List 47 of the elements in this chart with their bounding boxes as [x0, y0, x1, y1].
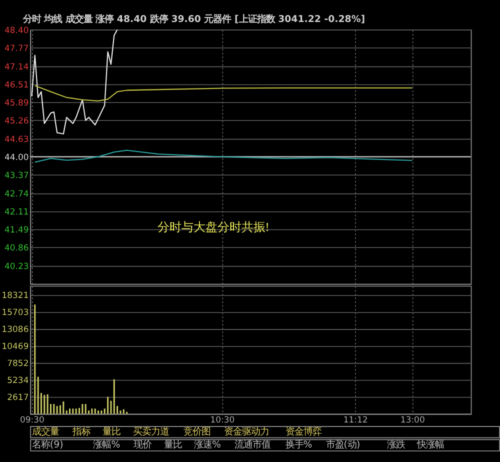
text: 换手% — [285, 440, 312, 451]
text: 涨幅% — [93, 440, 120, 451]
text: 成交量 — [32, 426, 60, 438]
text: 流通市值 — [234, 440, 270, 451]
y-tick-label: 5234 — [7, 375, 29, 386]
y-tick-label: 48.40 — [4, 24, 29, 35]
y-tick-label: 7852 — [7, 358, 29, 368]
y-tick-label: 44.63 — [4, 134, 29, 144]
y-tick-label: 46.51 — [4, 79, 29, 90]
y-tick-label: 44.00 — [4, 152, 29, 162]
text: 量比 — [102, 426, 121, 438]
y-tick-label: 45.26 — [4, 116, 29, 126]
y-tick-label: 13086 — [2, 324, 29, 334]
text: 快涨幅 — [416, 440, 444, 451]
y-tick-label: 42.74 — [4, 188, 29, 198]
text: 资金博弈 — [285, 426, 322, 438]
y-tick-label: 47.14 — [4, 61, 29, 72]
y-tick-label: 15703 — [2, 306, 29, 317]
y-tick-label: 40.86 — [4, 242, 29, 253]
annotation: 分时与大盘分时共振! — [157, 220, 270, 234]
text: 指标 — [72, 426, 91, 438]
y-tick-label: 2617 — [7, 392, 29, 402]
x-tick-label: 11:12 — [343, 414, 368, 425]
y-tick-label: 40.23 — [4, 260, 29, 271]
x-tick-label: 10:30 — [210, 414, 235, 425]
text: 量比 — [164, 440, 182, 451]
text: 现价 — [134, 440, 152, 451]
x-tick-label: 13:00 — [400, 414, 425, 425]
line-series — [34, 85, 413, 102]
text: 涨跌 — [387, 440, 406, 451]
text: 竞价图 — [184, 426, 211, 438]
text: 买卖力道 — [132, 426, 169, 438]
y-tick-label: 45.89 — [4, 97, 29, 108]
y-tick-label: 41.49 — [4, 224, 29, 235]
line-series — [31, 30, 118, 134]
text: 涨速% — [194, 440, 221, 451]
text: 资金驱动力 — [224, 426, 270, 438]
text: 市盈(动) — [326, 440, 360, 451]
y-tick-label: 47.77 — [4, 43, 29, 54]
line-series — [34, 150, 413, 163]
x-tick-label: 09:30 — [20, 414, 44, 425]
y-tick-label: 43.37 — [4, 170, 29, 180]
text: 名称(9) — [32, 440, 64, 451]
y-tick-label: 18321 — [2, 290, 29, 300]
chart-title: 分时 均线 成交量 涨停 48.40 跌停 39.60 元器件 [上证指数 3041.22 -0.28%] — [22, 14, 366, 26]
y-tick-label: 10469 — [2, 341, 29, 352]
y-tick-label: 42.11 — [4, 206, 29, 217]
